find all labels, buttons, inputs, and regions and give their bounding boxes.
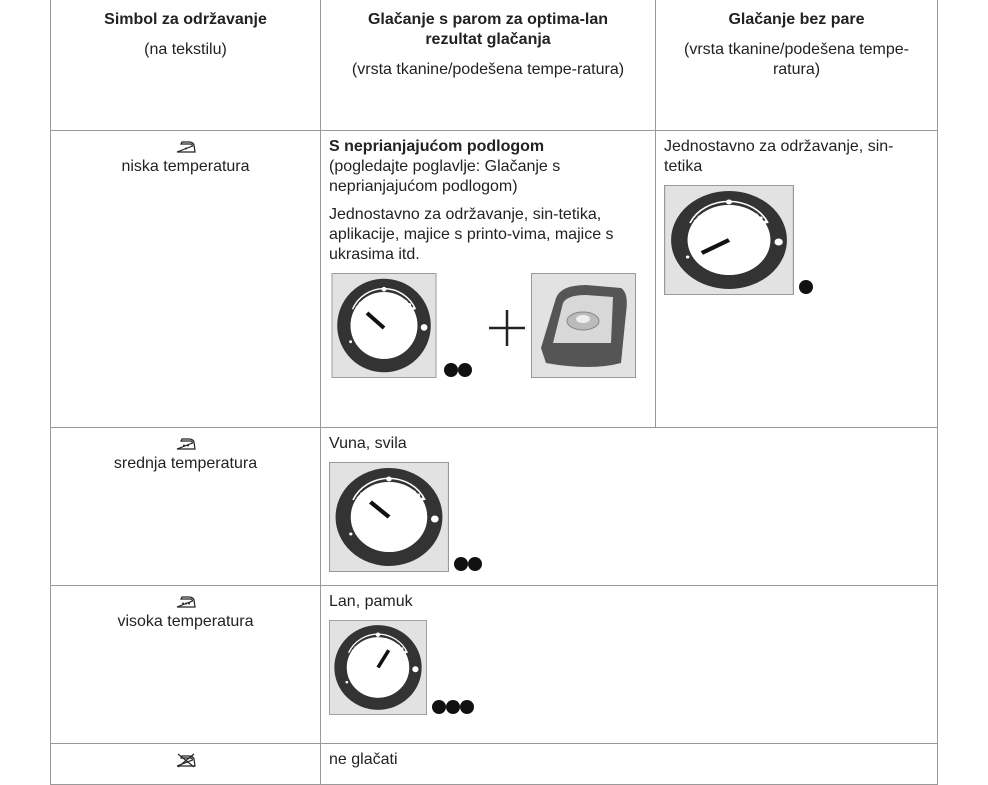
iron-symbol [174,436,198,452]
dots [432,699,474,714]
dial [329,620,427,715]
header-note: (vrsta tkanine/podešena tempe-ratura) [351,61,625,78]
iron-symbol [174,594,198,610]
row-text: ne glačati [329,750,398,768]
header-title: Glačanje s parom za optima-lan rezultat … [367,11,609,48]
cell: srednja temperatura [50,426,321,586]
cell [50,742,321,785]
row: ne glačati [50,742,938,785]
dial [664,185,794,295]
dots [799,279,813,294]
cell: S neprianjajućom podlogom (pogledajte po… [320,129,656,428]
row-text: Lan, pamuk [329,592,413,610]
cell: Jednostavno za održavanje, sin-tetika [655,129,938,428]
header-note: (vrsta tkanine/podešena tempe-ratura) [683,41,909,78]
symbol-label: srednja temperatura [113,454,258,472]
steam-note: (pogledajte poglavlje: Glačanje s nepria… [329,157,561,195]
cell: visoka temperatura [50,584,321,744]
dots [444,362,472,377]
row: srednja temperatura Vuna, svila [50,426,938,586]
dial [329,462,449,572]
row-text: Vuna, svila [329,434,407,452]
iron-photo [531,272,636,378]
header-cell: Glačanje s parom za optima-lan rezultat … [320,0,656,131]
plus [489,309,525,346]
figure [329,620,929,715]
cell: ne glačati [320,742,938,785]
header-cell: Glačanje bez pare (vrsta tkanine/podešena… [655,0,938,131]
dial [329,273,439,378]
steam-text: Jednostavno za održavanje, sin-tetika, a… [329,205,614,263]
figure [329,462,929,572]
header-cell: Simbol za održavanje (na tekstilu) [50,0,321,131]
header-title: Glačanje bez pare [728,11,865,28]
figure [329,272,647,378]
no-steam-text: Jednostavno za održavanje, sin-tetika [664,137,894,175]
dots [454,556,482,571]
row: visoka temperatura Lan, pamuk [50,584,938,744]
header-note: (na tekstilu) [144,41,227,58]
care-table: Simbol za održavanje (na tekstilu) Glačan… [50,0,938,785]
steam-heading: S neprianjajućom podlogom [329,137,545,155]
iron-symbol [174,139,198,155]
row: niska temperatura S neprianjajućom podlo… [50,129,938,428]
cell: niska temperatura [50,129,321,428]
header-row: Simbol za održavanje (na tekstilu) Glačan… [50,0,938,131]
symbol-label: niska temperatura [121,157,250,175]
cell: Lan, pamuk [320,584,938,744]
symbol-label: visoka temperatura [117,612,254,630]
header-title: Simbol za održavanje [104,11,267,28]
iron-symbol [174,753,198,767]
figure [664,185,929,295]
cell: Vuna, svila [320,426,938,586]
